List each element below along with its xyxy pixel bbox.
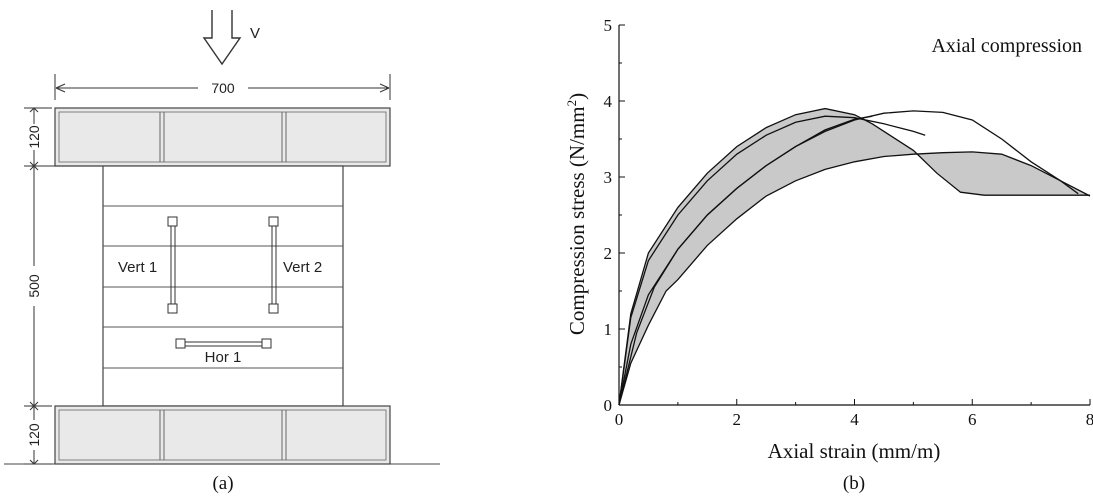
x-tick-label: 6 <box>968 410 977 429</box>
x-tick-label: 4 <box>850 410 859 429</box>
sensor-vert-2-label: Vert 2 <box>283 259 322 276</box>
envelope-area <box>619 108 1090 405</box>
chart-annotation: Axial compression <box>931 35 1082 57</box>
y-tick-label: 2 <box>604 244 613 263</box>
series-line-1 <box>618 115 926 406</box>
sensor-vert-1 <box>167 216 178 314</box>
height-dimension <box>24 107 102 465</box>
sensor-hor-1 <box>175 338 272 349</box>
y-axis-label-superscript: 2 <box>564 100 579 107</box>
chart-plot-layer: 0 2 4 6 8 0 1 2 3 4 5 <box>604 16 1093 429</box>
sensor-hor-1-label: Hor 1 <box>205 349 242 366</box>
top-beam <box>54 107 391 167</box>
bottom-beam <box>54 405 391 465</box>
y-tick-label: 1 <box>604 320 613 339</box>
load-arrow-icon <box>202 10 242 66</box>
sensor-vert-2 <box>268 216 279 314</box>
y-tick-label: 3 <box>604 168 613 187</box>
y-axis-label: Compression stress (N/mm2) <box>564 93 589 335</box>
load-label: V <box>250 25 260 42</box>
x-tick-label: 8 <box>1086 410 1093 429</box>
x-axis-label: Axial strain (mm/m) <box>768 439 941 463</box>
y-tick-label: 0 <box>604 396 613 415</box>
masonry-wall <box>102 165 344 407</box>
test-setup-drawing: V 700 Vert 1 Vert 2 <box>4 10 440 494</box>
envelope-lower-line <box>618 151 1091 406</box>
top-beam-height-label: 120 <box>26 125 42 149</box>
width-dimension-label: 700 <box>211 80 235 96</box>
stress-strain-chart: 0 2 4 6 8 0 1 2 3 4 5 Axial compression Axial stra… <box>564 16 1093 494</box>
y-tick-label: 4 <box>604 92 613 111</box>
x-tick-label: 2 <box>733 410 742 429</box>
y-axis-label-end: ) <box>565 93 589 100</box>
wall-height-label: 500 <box>26 274 42 298</box>
sensor-vert-1-label: Vert 1 <box>118 259 157 276</box>
width-dimension <box>54 74 391 100</box>
series-line-3 <box>618 115 873 406</box>
x-tick-label: 0 <box>615 410 624 429</box>
y-axis-label-main: Compression stress (N/mm <box>565 106 589 335</box>
panel-b-caption: (b) <box>843 473 865 494</box>
panel-a-caption: (a) <box>212 473 233 494</box>
y-tick-label: 5 <box>604 16 613 35</box>
bottom-beam-height-label: 120 <box>26 423 42 447</box>
